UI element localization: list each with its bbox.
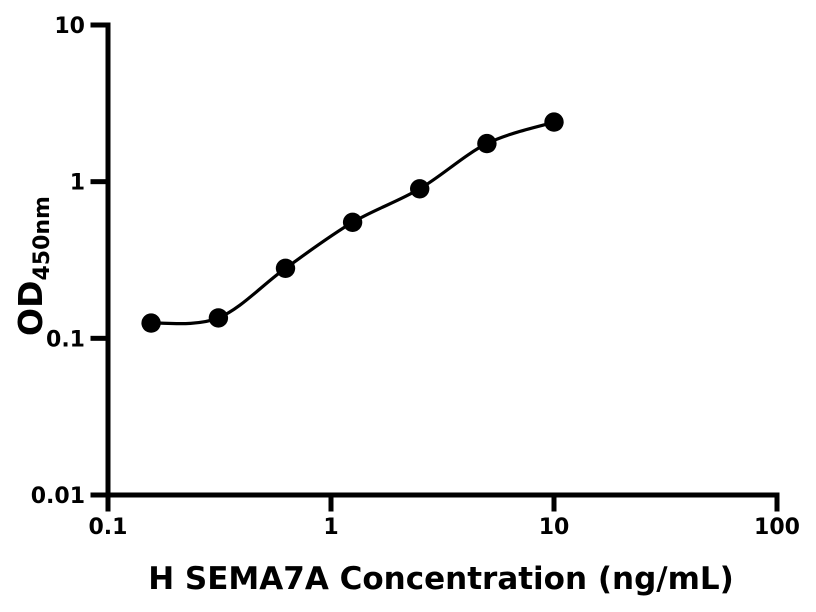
y-axis-title: OD450nm xyxy=(11,196,55,336)
x-axis-ticks: 0.1 1 10 100 xyxy=(89,497,800,540)
axes xyxy=(105,22,780,498)
y-tick-label: 1 xyxy=(70,171,85,196)
y-axis-title-subscript: 450nm xyxy=(30,196,55,281)
data-point xyxy=(141,313,161,333)
y-tick-label: 0.01 xyxy=(31,484,85,509)
y-axis-ticks: 0.01 0.1 1 10 xyxy=(31,14,106,509)
data-point xyxy=(208,308,229,328)
x-tick-label: 1 xyxy=(323,515,338,540)
data-point xyxy=(410,179,430,199)
y-tick-label: 0.1 xyxy=(46,327,85,352)
x-tick-label: 100 xyxy=(754,515,800,540)
x-axis-title: H SEMA7A Concentration (ng/mL) xyxy=(148,561,734,597)
y-axis-title-main: OD xyxy=(11,281,50,336)
data-point xyxy=(275,258,296,278)
data-point xyxy=(342,212,363,232)
x-tick-label: 10 xyxy=(539,515,570,540)
x-tick-label: 0.1 xyxy=(89,515,128,540)
data-point xyxy=(544,112,564,132)
y-tick-label: 10 xyxy=(54,14,85,39)
plot-area xyxy=(141,112,564,333)
data-point xyxy=(477,133,497,154)
